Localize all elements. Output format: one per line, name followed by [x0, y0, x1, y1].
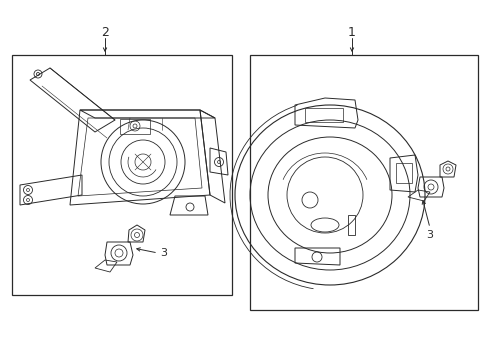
Bar [348, 215, 355, 235]
Text: 3: 3 [160, 248, 167, 258]
Bar [12, 55, 232, 295]
Bar [396, 163, 412, 183]
Bar [250, 55, 478, 310]
Text: 2: 2 [101, 26, 109, 39]
Bar [305, 108, 343, 122]
Text: 1: 1 [348, 26, 356, 39]
Text: 3: 3 [426, 230, 434, 240]
Bar [120, 119, 150, 134]
